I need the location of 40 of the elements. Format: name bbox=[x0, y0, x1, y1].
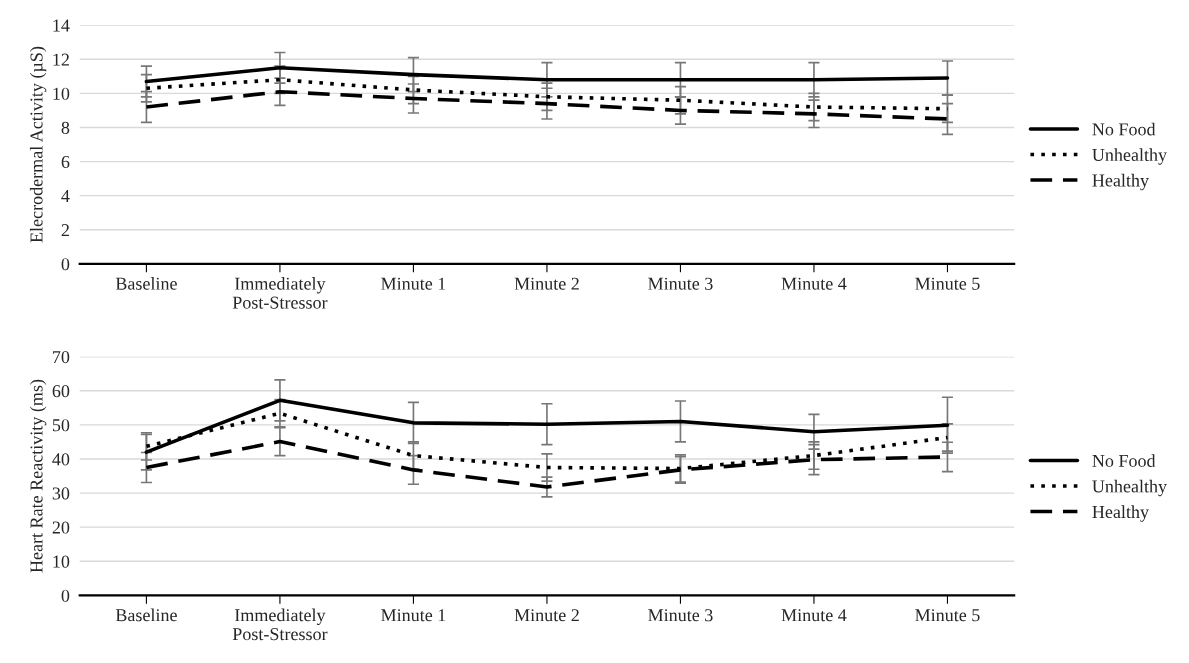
y-tick-label: 40 bbox=[52, 453, 70, 466]
y-tick-label: 4 bbox=[61, 190, 70, 202]
x-tick-label: Minute 5 bbox=[915, 277, 980, 290]
legend-label: Unhealthy bbox=[1092, 479, 1167, 497]
x-tick-label: Minute 5 bbox=[915, 609, 980, 622]
y-axis-title: Elecrodermal Activity (µS) bbox=[29, 46, 47, 243]
x-tick-label: Minute 3 bbox=[648, 609, 713, 622]
legend-label: Unhealthy bbox=[1092, 148, 1167, 165]
y-tick-label: 14 bbox=[53, 19, 70, 32]
y-tick-label: 0 bbox=[61, 589, 70, 602]
line-series bbox=[144, 66, 950, 84]
x-tick-label: Minute 1 bbox=[381, 609, 446, 622]
x-tick-label: Minute 2 bbox=[514, 277, 579, 290]
x-tick-label: Minute 3 bbox=[648, 277, 713, 290]
line-series bbox=[144, 89, 950, 121]
legend-label: Healthy bbox=[1092, 173, 1149, 191]
y-tick-label: 60 bbox=[52, 385, 70, 398]
y-tick-label: 0 bbox=[61, 258, 70, 271]
x-tick-label: Minute 1 bbox=[381, 277, 446, 290]
x-tick-label: Minute 2 bbox=[514, 609, 579, 622]
x-tick-label: Immediately Post-Stressor bbox=[232, 608, 328, 641]
y-tick-label: 12 bbox=[53, 53, 69, 66]
x-tick-label: Baseline bbox=[115, 277, 177, 290]
x-tick-label: Minute 4 bbox=[781, 609, 847, 622]
y-tick-label: 20 bbox=[52, 521, 70, 534]
y-tick-label: 6 bbox=[61, 155, 70, 169]
y-axis-title: Heart Rate Reactivity (ms) bbox=[29, 379, 47, 573]
y-tick-label: 2 bbox=[61, 224, 69, 237]
x-tick-label: Minute 4 bbox=[781, 277, 847, 290]
legend-label: Healthy bbox=[1092, 505, 1149, 522]
y-tick-label: 10 bbox=[53, 87, 70, 100]
y-tick-label: 70 bbox=[53, 350, 70, 364]
y-tick-label: 30 bbox=[52, 487, 70, 500]
legend-label: No Food bbox=[1092, 122, 1156, 136]
x-tick-label: Baseline bbox=[115, 608, 177, 622]
y-tick-label: 10 bbox=[53, 555, 70, 568]
legend-label: No Food bbox=[1092, 454, 1156, 467]
y-tick-label: 50 bbox=[52, 419, 70, 432]
y-tick-label: 8 bbox=[61, 121, 70, 134]
x-tick-label: Immediately Post-Stressor bbox=[232, 277, 328, 309]
